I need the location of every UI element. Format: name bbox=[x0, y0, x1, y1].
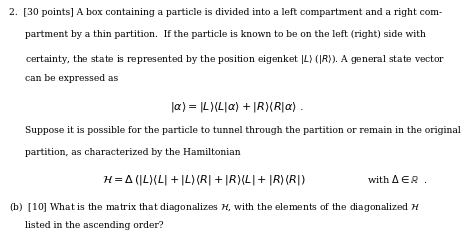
Text: $|\alpha\rangle = |L\rangle\langle L|\alpha\rangle + |R\rangle\langle R|\alpha\r: $|\alpha\rangle = |L\rangle\langle L|\al… bbox=[170, 100, 304, 114]
Text: Suppose it is possible for the particle to tunnel through the partition or remai: Suppose it is possible for the particle … bbox=[25, 126, 460, 135]
Text: $\mathcal{H} = \Delta\,(|L\rangle\langle L| + |L\rangle\langle R| + |R\rangle\la: $\mathcal{H} = \Delta\,(|L\rangle\langle… bbox=[102, 173, 306, 187]
Text: (b)  [10] What is the matrix that diagonalizes $\mathcal{H}$, with the elements : (b) [10] What is the matrix that diagona… bbox=[9, 200, 420, 214]
Text: partition, as characterized by the Hamiltonian: partition, as characterized by the Hamil… bbox=[25, 148, 240, 157]
Text: partment by a thin partition.  If the particle is known to be on the left (right: partment by a thin partition. If the par… bbox=[25, 30, 426, 39]
Text: listed in the ascending order?: listed in the ascending order? bbox=[25, 221, 163, 230]
Text: certainty, the state is represented by the position eigenket $|L\rangle$ ($|R\ra: certainty, the state is represented by t… bbox=[25, 52, 445, 66]
Text: with $\Delta \in \mathbb{R}$  .: with $\Delta \in \mathbb{R}$ . bbox=[367, 173, 428, 185]
Text: can be expressed as: can be expressed as bbox=[25, 74, 118, 83]
Text: 2.  [30 points] A box containing a particle is divided into a left compartment a: 2. [30 points] A box containing a partic… bbox=[9, 8, 442, 17]
